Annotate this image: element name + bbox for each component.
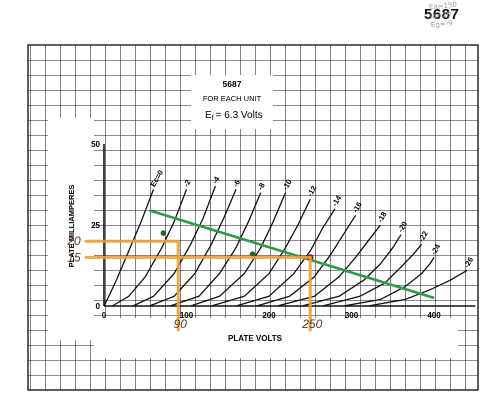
curve-line <box>301 234 402 307</box>
load-line-dot <box>249 251 256 257</box>
curve-line <box>111 189 188 307</box>
load-line <box>148 209 435 300</box>
x-axis-title: PLATE VOLTS <box>228 334 283 343</box>
x-tick-label: 200 <box>262 311 276 320</box>
curve-line <box>169 192 262 307</box>
curve-line <box>343 257 435 307</box>
x-tick-label: 0 <box>102 311 107 320</box>
curve-line <box>235 208 336 307</box>
handwritten-overlay: 20 15 90 250 <box>66 234 323 332</box>
y-tick-label: 0 <box>96 302 101 311</box>
x-marker-label: 250 <box>301 317 322 331</box>
y-tick-label: 25 <box>91 221 100 230</box>
curve-line <box>277 224 381 307</box>
filament-value: = 6.3 Volts <box>216 110 263 121</box>
info-box-filament-voltage: Ef = 6.3 Volts <box>205 110 263 122</box>
x-tick-label: 300 <box>345 311 359 320</box>
curve-line <box>190 192 287 307</box>
curve-line <box>211 198 311 307</box>
y-marker-label: 20 <box>66 234 81 248</box>
y-tick-label: 50 <box>91 140 100 149</box>
curve-line <box>322 243 423 307</box>
tube-number-label: 5687 <box>424 6 460 23</box>
curve-label: -4 <box>210 174 222 185</box>
xlabel-panel <box>94 318 458 358</box>
curve-label: -2 <box>181 178 192 188</box>
y-axis-title: PLATE MILLIAMPERES <box>67 185 76 268</box>
tube-info-box: 5687 FOR EACH UNIT Ef = 6.3 Volts <box>191 75 273 129</box>
x-tick-label: 100 <box>180 311 194 320</box>
axis-label-panel <box>48 118 94 340</box>
curve-line <box>149 189 237 307</box>
x-marker-label: 90 <box>174 317 188 331</box>
filament-subscript: f <box>212 115 214 122</box>
y-marker-label: 15 <box>67 250 81 264</box>
plot-area: 0 100 200 300 400 0 25 50 PLATE VOLTS PLATE MILLI… <box>67 140 476 343</box>
paper-grid-border <box>27 44 479 391</box>
x-tick-label: 400 <box>427 311 441 320</box>
info-box-tube-number: 5687 <box>223 79 242 89</box>
curve-line <box>256 214 357 307</box>
curve-line <box>132 185 217 307</box>
pencil-note: Ea=150 Ia=20 Eg=-9 <box>429 1 460 31</box>
filament-symbol: E <box>205 110 212 121</box>
curve-label: -8 <box>256 181 267 191</box>
curve-line <box>103 189 155 307</box>
curve-label: -6 <box>231 178 242 188</box>
curve-line <box>367 269 468 307</box>
info-box-per-unit: FOR EACH UNIT <box>203 94 262 103</box>
load-line-dot <box>160 230 167 236</box>
